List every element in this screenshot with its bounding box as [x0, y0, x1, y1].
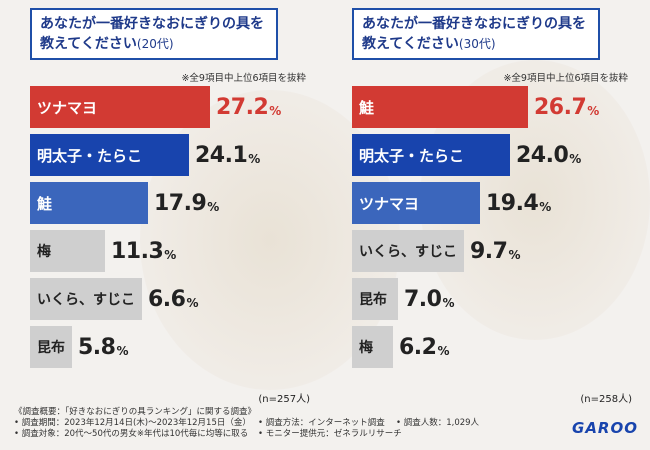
bar-value-unit: % — [569, 152, 582, 166]
bar-value-label: 6.2% — [399, 326, 450, 368]
bar-value-unit: % — [186, 296, 199, 310]
bar-value-number: 24.1 — [195, 142, 248, 168]
bar-value-number: 24.0 — [516, 142, 569, 168]
bar-category-label: 明太子・たらこ — [359, 146, 465, 165]
bar-value-label: 7.0% — [404, 278, 455, 320]
footer-heading: 《調査概要：「好きなおにぎりの具ランキング」に関する調査》 — [14, 407, 256, 417]
bar: 昆布 — [352, 278, 398, 320]
bar-category-label: いくら、すじこ — [37, 292, 135, 308]
bar-value-number: 26.7 — [534, 94, 587, 120]
bar: 昆布 — [30, 326, 72, 368]
bar: ツナマヨ — [30, 86, 210, 128]
chart-title-line2: 教えてください — [362, 36, 459, 52]
bar-value-label: 11.3% — [111, 230, 176, 272]
bar-value-label: 24.0% — [516, 134, 581, 176]
bar-area: ツナマヨ 27.2% 明太子・たらこ 24.1% 鮭 17.9% 梅 11.3% いくら、すじこ… — [30, 86, 320, 386]
bar-value-label: 9.7% — [470, 230, 521, 272]
bar-category-label: 昆布 — [37, 340, 65, 356]
footer-target: • 調査対象：20代〜50代の男女※年代は10代毎に均等に取る — [14, 429, 249, 439]
bar-value-unit: % — [248, 152, 261, 166]
sample-size: (n=258人) — [580, 394, 632, 405]
bar-value-number: 17.9 — [154, 190, 207, 216]
bar: ツナマヨ — [352, 182, 480, 224]
chart-title-box: あなたが一番好きなおにぎりの具を 教えてください(20代) — [30, 8, 278, 60]
bar-value-number: 11.3 — [111, 238, 164, 264]
bar-category-label: 昆布 — [359, 292, 387, 308]
chart-note: ※全9項目中上位6項目を抜粋 — [503, 73, 628, 84]
chart-title-line1: あなたが一番好きなおにぎりの具を — [40, 16, 264, 32]
bar-value-unit: % — [508, 248, 521, 262]
footer-count: • 調査人数：1,029人 — [396, 418, 480, 428]
bar-value-number: 27.2 — [216, 94, 269, 120]
bar-category-label: 明太子・たらこ — [37, 146, 143, 165]
bar: 明太子・たらこ — [352, 134, 510, 176]
chart-title-line2: 教えてください — [40, 36, 137, 52]
bar-value-number: 7.0 — [404, 286, 442, 312]
bar-value-label: 24.1% — [195, 134, 260, 176]
bar: 鮭 — [352, 86, 528, 128]
bar-value-label: 5.8% — [78, 326, 129, 368]
survey-footer: 《調査概要：「好きなおにぎりの具ランキング」に関する調査》 • 調査期間：202… — [14, 407, 534, 440]
bar-value-number: 9.7 — [470, 238, 508, 264]
chart-30s: あなたが一番好きなおにぎりの具を 教えてください(30代) ※全9項目中上位6項… — [352, 8, 642, 405]
bar-value-label: 19.4% — [486, 182, 551, 224]
bar-category-label: ツナマヨ — [37, 98, 98, 117]
bar-value-number: 6.2 — [399, 334, 437, 360]
bar-category-label: ツナマヨ — [359, 194, 420, 213]
bar-value-unit: % — [269, 104, 282, 118]
bar-area: 鮭 26.7% 明太子・たらこ 24.0% ツナマヨ 19.4% いくら、すじこ 9.7% 昆布… — [352, 86, 642, 386]
bar-value-unit: % — [116, 344, 129, 358]
bar-value-number: 5.8 — [78, 334, 116, 360]
bar-value-label: 26.7% — [534, 86, 599, 128]
bar-value-unit: % — [587, 104, 600, 118]
garoo-logo: GAROO — [572, 419, 638, 437]
bar-category-label: 鮭 — [37, 194, 53, 213]
bar-category-label: 梅 — [37, 244, 51, 260]
bar-value-unit: % — [442, 296, 455, 310]
bar-value-number: 19.4 — [486, 190, 539, 216]
chart-title-box: あなたが一番好きなおにぎりの具を 教えてください(30代) — [352, 8, 600, 60]
bar-value-label: 27.2% — [216, 86, 281, 128]
chart-20s: あなたが一番好きなおにぎりの具を 教えてください(20代) ※全9項目中上位6項… — [30, 8, 320, 405]
footer-period: • 調査期間：2023年12月14日(木)〜2023年12月15日（金） — [14, 418, 251, 428]
bar-value-unit: % — [207, 200, 220, 214]
bar-value-label: 6.6% — [148, 278, 199, 320]
chart-title-line1: あなたが一番好きなおにぎりの具を — [362, 16, 586, 32]
bar-value-number: 6.6 — [148, 286, 186, 312]
bar: 梅 — [30, 230, 105, 272]
bar: 鮭 — [30, 182, 148, 224]
bar-category-label: 鮭 — [359, 98, 375, 117]
footer-method: • 調査方法：インターネット調査 — [258, 418, 385, 428]
bar: 明太子・たらこ — [30, 134, 189, 176]
bar-value-unit: % — [437, 344, 450, 358]
bar: 梅 — [352, 326, 393, 368]
age-group-label: (20代) — [136, 37, 174, 51]
age-group-label: (30代) — [458, 37, 496, 51]
bar: いくら、すじこ — [30, 278, 142, 320]
bar-category-label: いくら、すじこ — [359, 244, 457, 260]
footer-provider: • モニター提供元：ゼネラルリサーチ — [258, 429, 402, 439]
chart-note: ※全9項目中上位6項目を抜粋 — [181, 73, 306, 84]
sample-size: (n=257人) — [258, 394, 310, 405]
bar-value-label: 17.9% — [154, 182, 219, 224]
bar-value-unit: % — [164, 248, 177, 262]
bar: いくら、すじこ — [352, 230, 464, 272]
bar-category-label: 梅 — [359, 340, 373, 356]
bar-value-unit: % — [539, 200, 552, 214]
